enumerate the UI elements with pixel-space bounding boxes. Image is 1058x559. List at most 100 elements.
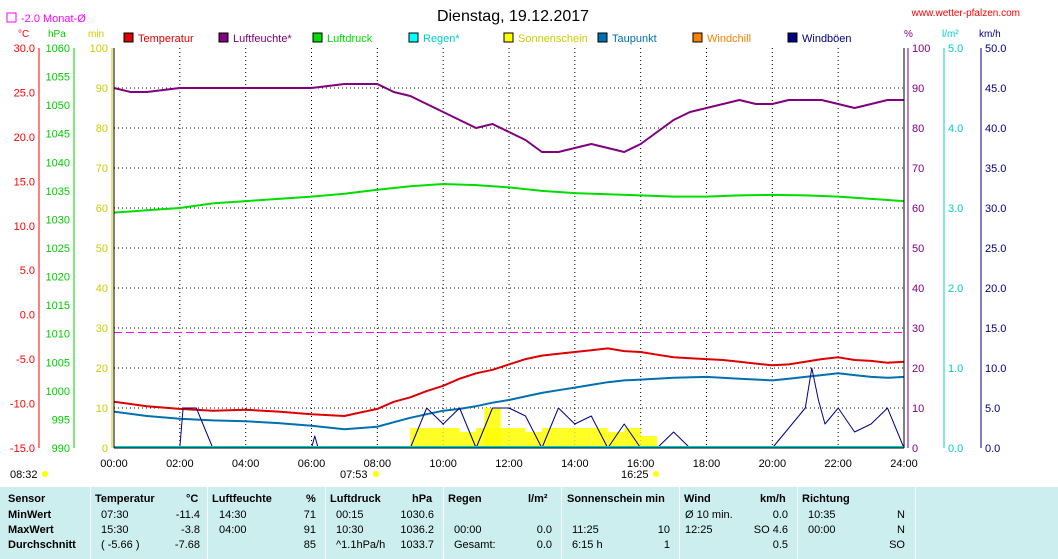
temp-axis-tick: 5.0	[20, 265, 35, 277]
sunshine-bar	[591, 428, 608, 448]
humidity-axis-tick: 80	[912, 123, 924, 135]
wind-axis-tick: 45.0	[985, 83, 1006, 95]
sunshine-axis-tick: 50	[96, 243, 108, 255]
table-cell: 85	[303, 539, 316, 551]
rain-axis-tick: 2.0	[948, 283, 963, 295]
rain-axis-tick: 3.0	[948, 203, 963, 215]
wind-axis-tick: 5.0	[985, 403, 1000, 415]
sunshine-bar	[492, 428, 509, 448]
temp-axis-tick: 25.0	[14, 87, 35, 99]
x-tick-label: 22:00	[824, 458, 852, 470]
wind-axis-tick: 20.0	[985, 283, 1006, 295]
sunset-sun-icon	[653, 471, 659, 477]
temp-axis-tick: 30.0	[14, 43, 35, 55]
table-cell: 0.0	[536, 524, 552, 536]
table-cell: 14:30	[219, 509, 247, 521]
pressure-axis-tick: 1005	[46, 357, 70, 369]
legend-label: Sonnenschein	[518, 33, 588, 45]
humidity-axis-tick: 60	[912, 203, 924, 215]
pressure-axis-tick: 1055	[46, 72, 70, 84]
sunshine-axis-tick: 70	[96, 163, 108, 175]
table-cell: 1030.6	[400, 509, 434, 521]
rain-axis-tick: 0.0	[948, 443, 963, 455]
chart-title: Dienstag, 19.12.2017	[437, 8, 589, 25]
unit-kmh: km/h	[979, 29, 1001, 40]
table-cell: 0.0	[536, 539, 552, 551]
x-tick-label: 00:00	[100, 458, 128, 470]
table-cell: Ø 10 min.	[685, 509, 733, 521]
pressure-axis-tick: 1045	[46, 129, 70, 141]
site-url: www.wetter-pfalzen.com	[911, 8, 1020, 19]
sunrise-label: 08:32	[10, 469, 38, 481]
unit-hpa: hPa	[48, 29, 66, 40]
col-sep	[679, 487, 680, 559]
table-divider	[0, 485, 1058, 487]
th-hum-unit: %	[306, 493, 316, 505]
table-cell: 10	[657, 524, 670, 536]
temp-axis-tick: 20.0	[14, 132, 35, 144]
table-cell: 1	[663, 539, 670, 551]
unit-percent: %	[904, 29, 913, 40]
humidity-axis-tick: 90	[912, 83, 924, 95]
series-line-windben	[114, 367, 905, 449]
x-tick-label: 12:00	[495, 458, 523, 470]
humidity-axis-tick: 100	[912, 43, 930, 55]
col-sep	[915, 487, 916, 559]
legend-swatch	[218, 32, 229, 43]
table-cell: 00:00	[454, 524, 482, 536]
sunshine-axis-tick: 90	[96, 83, 108, 95]
table-cell: 12:25	[685, 524, 713, 536]
pressure-axis-tick: 1060	[46, 43, 70, 55]
sunshine-bar	[558, 428, 575, 448]
temp-axis-tick: 0.0	[20, 310, 35, 322]
temp-axis-tick: -5.0	[16, 354, 35, 366]
sunshine-axis-tick: 0	[102, 443, 108, 455]
th-rain-unit: l/m²	[528, 493, 548, 505]
table-cell: SO 4.6	[753, 524, 788, 536]
sunrise-civil-label: 07:53	[340, 469, 368, 481]
sunshine-bar	[410, 428, 427, 448]
x-tick-label: 16:00	[627, 458, 655, 470]
table-cell: 91	[303, 524, 316, 536]
wind-axis-tick: 0.0	[985, 443, 1000, 455]
sunshine-bar	[525, 432, 542, 448]
sunset-label: 16:25	[621, 469, 649, 481]
x-tick-label: 10:00	[429, 458, 457, 470]
table-cell: N	[897, 524, 905, 536]
sunshine-axis-tick: 10	[96, 403, 108, 415]
pressure-axis-tick: 1050	[46, 100, 70, 112]
col-sep	[443, 487, 444, 559]
summary-table: Sensor Temperatur °C Luftfeuchte % Luftd…	[0, 487, 1058, 559]
table-cell: ( -5.66 )	[101, 539, 140, 551]
legend-swatch	[692, 32, 703, 43]
wind-axis-tick: 10.0	[985, 363, 1006, 375]
legend-swatch	[408, 32, 419, 43]
temp-axis-tick: 15.0	[14, 176, 35, 188]
unit-min: min	[88, 29, 104, 40]
pressure-axis-tick: 995	[52, 414, 70, 426]
humidity-axis-tick: 50	[912, 243, 924, 255]
pressure-axis-tick: 1015	[46, 300, 70, 312]
sunshine-bar	[459, 432, 477, 448]
x-tick-label: 18:00	[693, 458, 721, 470]
unit-lm2: l/m²	[942, 29, 959, 40]
legend-swatch	[503, 32, 514, 43]
th-luftfeuchte: Luftfeuchte	[212, 493, 272, 505]
table-cell: 04:00	[219, 524, 247, 536]
series-group	[113, 83, 905, 449]
pressure-axis-tick: 990	[52, 443, 70, 455]
series-line-luftfeuchte	[113, 83, 904, 153]
table-cell: 00:15	[336, 509, 364, 521]
th-sonnenschein: Sonnenschein min	[567, 493, 665, 505]
table-cell: 11:25	[572, 524, 599, 536]
table-cell: 10:35	[808, 509, 836, 521]
pressure-axis-tick: 1040	[46, 157, 70, 169]
legend-swatch	[312, 32, 323, 43]
table-cell: 10:30	[336, 524, 364, 536]
table-cell: 15:30	[101, 524, 129, 536]
th-richtung: Richtung	[802, 493, 850, 505]
x-tick-label: 20:00	[759, 458, 787, 470]
sunshine-bar	[640, 436, 658, 448]
x-tick-label: 02:00	[166, 458, 194, 470]
x-tick-label: 14:00	[561, 458, 589, 470]
